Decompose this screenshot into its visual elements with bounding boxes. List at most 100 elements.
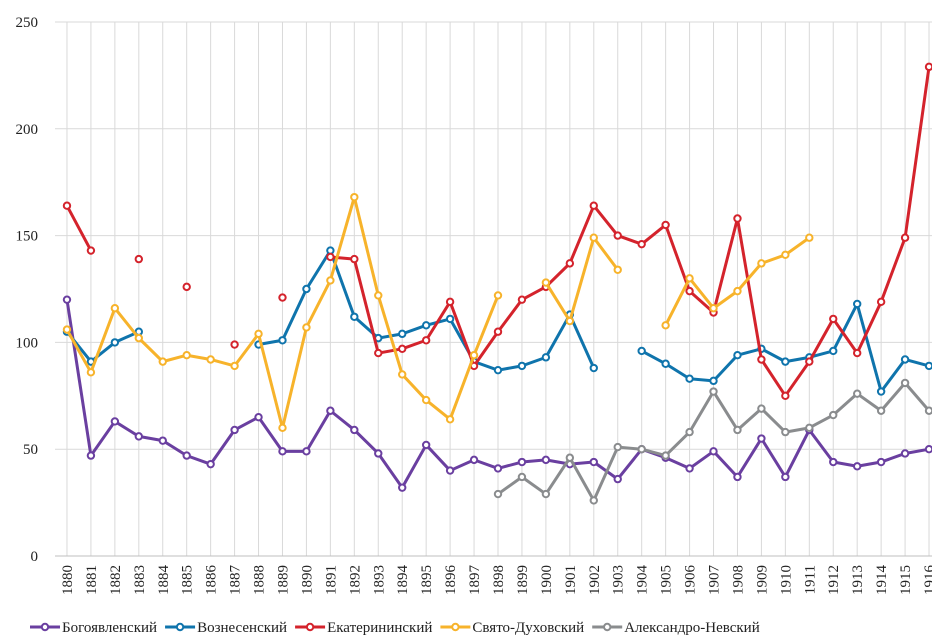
data-point <box>541 278 551 287</box>
data-point <box>517 295 527 304</box>
y-tick-label: 0 <box>31 549 39 565</box>
data-point <box>829 346 838 356</box>
legend-label: Александро-Невский <box>624 620 760 636</box>
data-point <box>158 436 167 445</box>
data-point <box>182 282 191 292</box>
data-point <box>685 374 694 383</box>
data-point <box>398 329 407 339</box>
x-tick-label: 1915 <box>898 565 914 595</box>
data-point <box>781 472 790 482</box>
data-point <box>62 295 72 304</box>
data-point <box>924 62 932 72</box>
series-line <box>65 66 931 398</box>
data-point <box>230 425 239 435</box>
data-point <box>589 363 598 373</box>
data-point <box>805 233 814 242</box>
data-point <box>350 192 359 202</box>
data-point <box>62 201 72 210</box>
data-point <box>709 376 718 386</box>
data-point <box>589 233 598 242</box>
data-point <box>829 457 838 467</box>
legend: Богоявленский Вознесенский Екатерининский С… <box>30 620 760 636</box>
data-point <box>374 291 383 300</box>
x-tick-label: 1911 <box>802 565 818 594</box>
data-point <box>924 361 932 371</box>
data-point <box>924 445 932 454</box>
data-point <box>781 357 790 366</box>
data-point <box>541 489 551 499</box>
legend-label: Вознесенский <box>197 620 287 636</box>
data-point <box>613 231 622 240</box>
data-point <box>733 214 742 223</box>
data-point <box>110 304 120 313</box>
data-point <box>757 355 766 364</box>
data-point <box>757 404 766 413</box>
data-point <box>709 447 718 456</box>
x-tick-label: 1894 <box>395 565 411 596</box>
data-point <box>541 353 551 362</box>
data-point <box>158 357 167 366</box>
x-tick-label: 1905 <box>659 565 675 595</box>
data-point <box>517 472 527 482</box>
legend-label: Богоявленский <box>62 620 157 636</box>
data-point <box>278 336 287 345</box>
data-point <box>421 395 431 405</box>
x-tick-label: 1907 <box>707 565 723 596</box>
data-point <box>278 423 287 433</box>
data-point <box>900 378 910 388</box>
data-point <box>517 457 527 467</box>
x-tick-label: 1880 <box>60 565 76 595</box>
data-point <box>757 434 766 443</box>
data-point <box>661 220 670 230</box>
data-point <box>134 432 144 441</box>
series-line <box>65 195 811 430</box>
y-tick-label: 150 <box>16 229 39 245</box>
x-tick-label: 1882 <box>108 565 124 595</box>
data-point <box>493 327 503 336</box>
data-point <box>302 447 311 456</box>
data-point <box>709 387 718 396</box>
data-point <box>733 351 742 360</box>
data-point <box>398 483 407 492</box>
data-point <box>493 489 503 499</box>
legend-marker <box>603 622 612 632</box>
legend-marker <box>40 622 50 632</box>
legend-marker <box>175 622 185 632</box>
x-tick-label: 1904 <box>635 565 651 596</box>
data-point <box>445 415 455 424</box>
data-point <box>350 312 359 321</box>
data-point <box>254 412 263 422</box>
data-point <box>613 474 622 484</box>
data-point <box>613 265 622 274</box>
data-point <box>589 201 598 210</box>
x-tick-label: 1891 <box>323 565 339 595</box>
data-point <box>517 361 527 371</box>
data-point <box>733 286 742 296</box>
y-tick-label: 100 <box>16 335 39 351</box>
data-point <box>374 348 383 358</box>
data-point <box>637 239 646 249</box>
x-tick-label: 1885 <box>180 565 196 595</box>
data-point <box>637 445 646 454</box>
x-tick-label: 1896 <box>443 565 459 596</box>
data-point <box>350 254 359 264</box>
data-point <box>661 451 670 460</box>
data-point <box>709 304 718 313</box>
data-point <box>493 464 503 473</box>
legend-marker <box>451 622 460 632</box>
data-point <box>733 425 742 435</box>
data-point <box>805 357 814 366</box>
data-point <box>876 297 886 307</box>
data-point <box>398 370 407 379</box>
data-point <box>398 344 407 354</box>
data-point <box>876 457 886 467</box>
data-point <box>565 259 575 268</box>
data-point <box>781 427 790 437</box>
x-tick-label: 1887 <box>228 565 244 596</box>
data-point <box>565 316 575 326</box>
data-point <box>900 355 910 364</box>
data-point <box>589 457 598 467</box>
data-point <box>685 464 694 473</box>
x-tick-label: 1888 <box>252 565 268 595</box>
data-point <box>86 451 96 460</box>
